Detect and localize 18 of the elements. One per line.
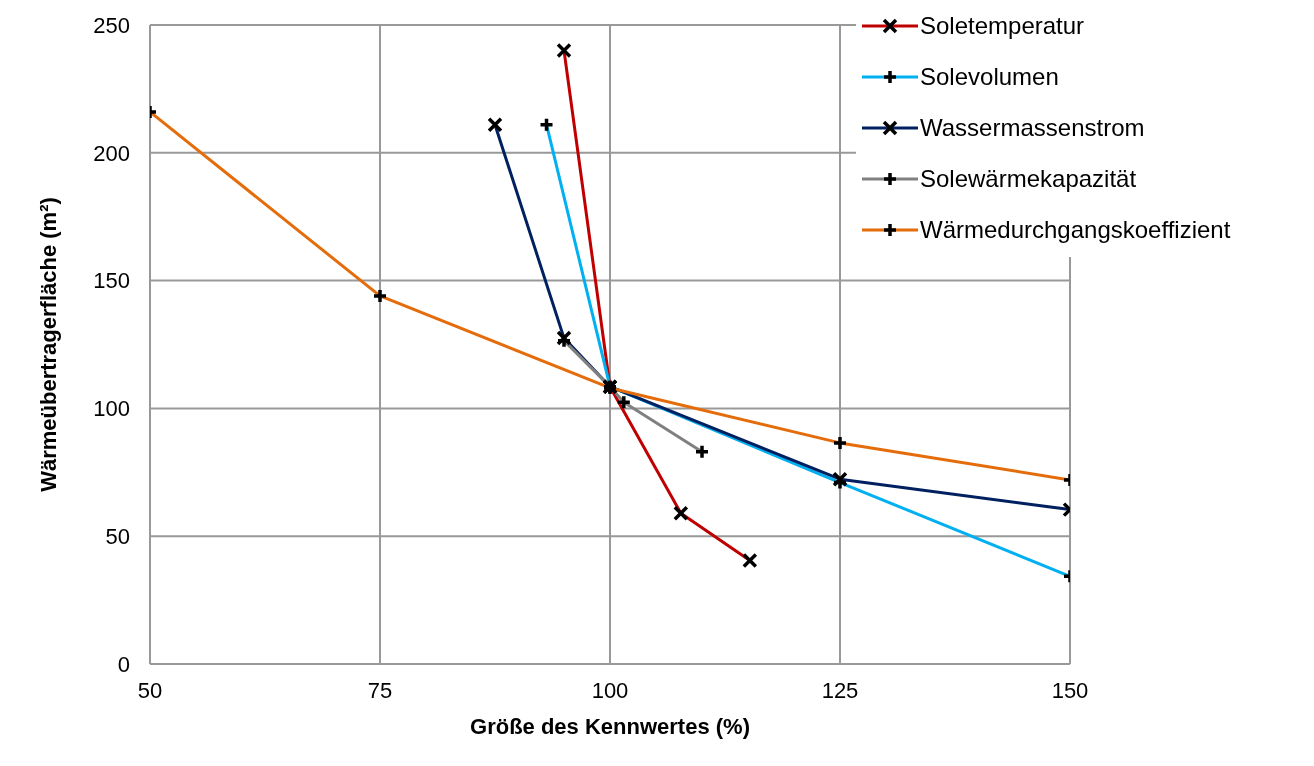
legend-label: Soletemperatur	[920, 11, 1085, 40]
legend-label: Wassermassenstrom	[920, 113, 1145, 142]
y-tick-label: 50	[105, 524, 130, 550]
y-tick-label: 250	[93, 12, 130, 38]
legend-label: Solevolumen	[920, 62, 1059, 91]
y-tick-label: 100	[93, 396, 130, 422]
x-axis-title: Größe des Kennwertes (%)	[470, 714, 750, 739]
x-tick-label: 125	[821, 677, 859, 703]
y-tick-label: 0	[117, 651, 130, 677]
x-tick-label: 75	[367, 677, 393, 703]
y-tick-label: 150	[93, 268, 130, 294]
legend-label: Solewärmekapazität	[920, 164, 1137, 193]
legend-label: Wärmedurchgangskoeffizient	[920, 215, 1231, 244]
y-axis-title: Wärmeübertragerfläche (m²)	[35, 197, 61, 492]
x-tick-label: 100	[591, 677, 629, 703]
x-tick-label: 50	[137, 677, 163, 703]
y-tick-label: 200	[93, 140, 130, 166]
x-tick-label: 150	[1051, 677, 1089, 703]
